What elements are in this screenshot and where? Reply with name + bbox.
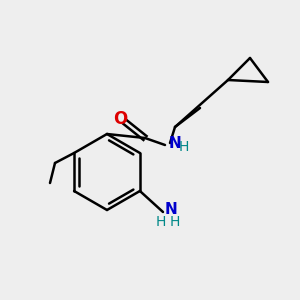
Text: N: N (169, 136, 182, 151)
Text: H: H (179, 140, 189, 154)
Text: N: N (165, 202, 178, 217)
Text: H: H (156, 215, 166, 229)
Text: O: O (113, 110, 127, 128)
Text: H: H (170, 215, 180, 229)
